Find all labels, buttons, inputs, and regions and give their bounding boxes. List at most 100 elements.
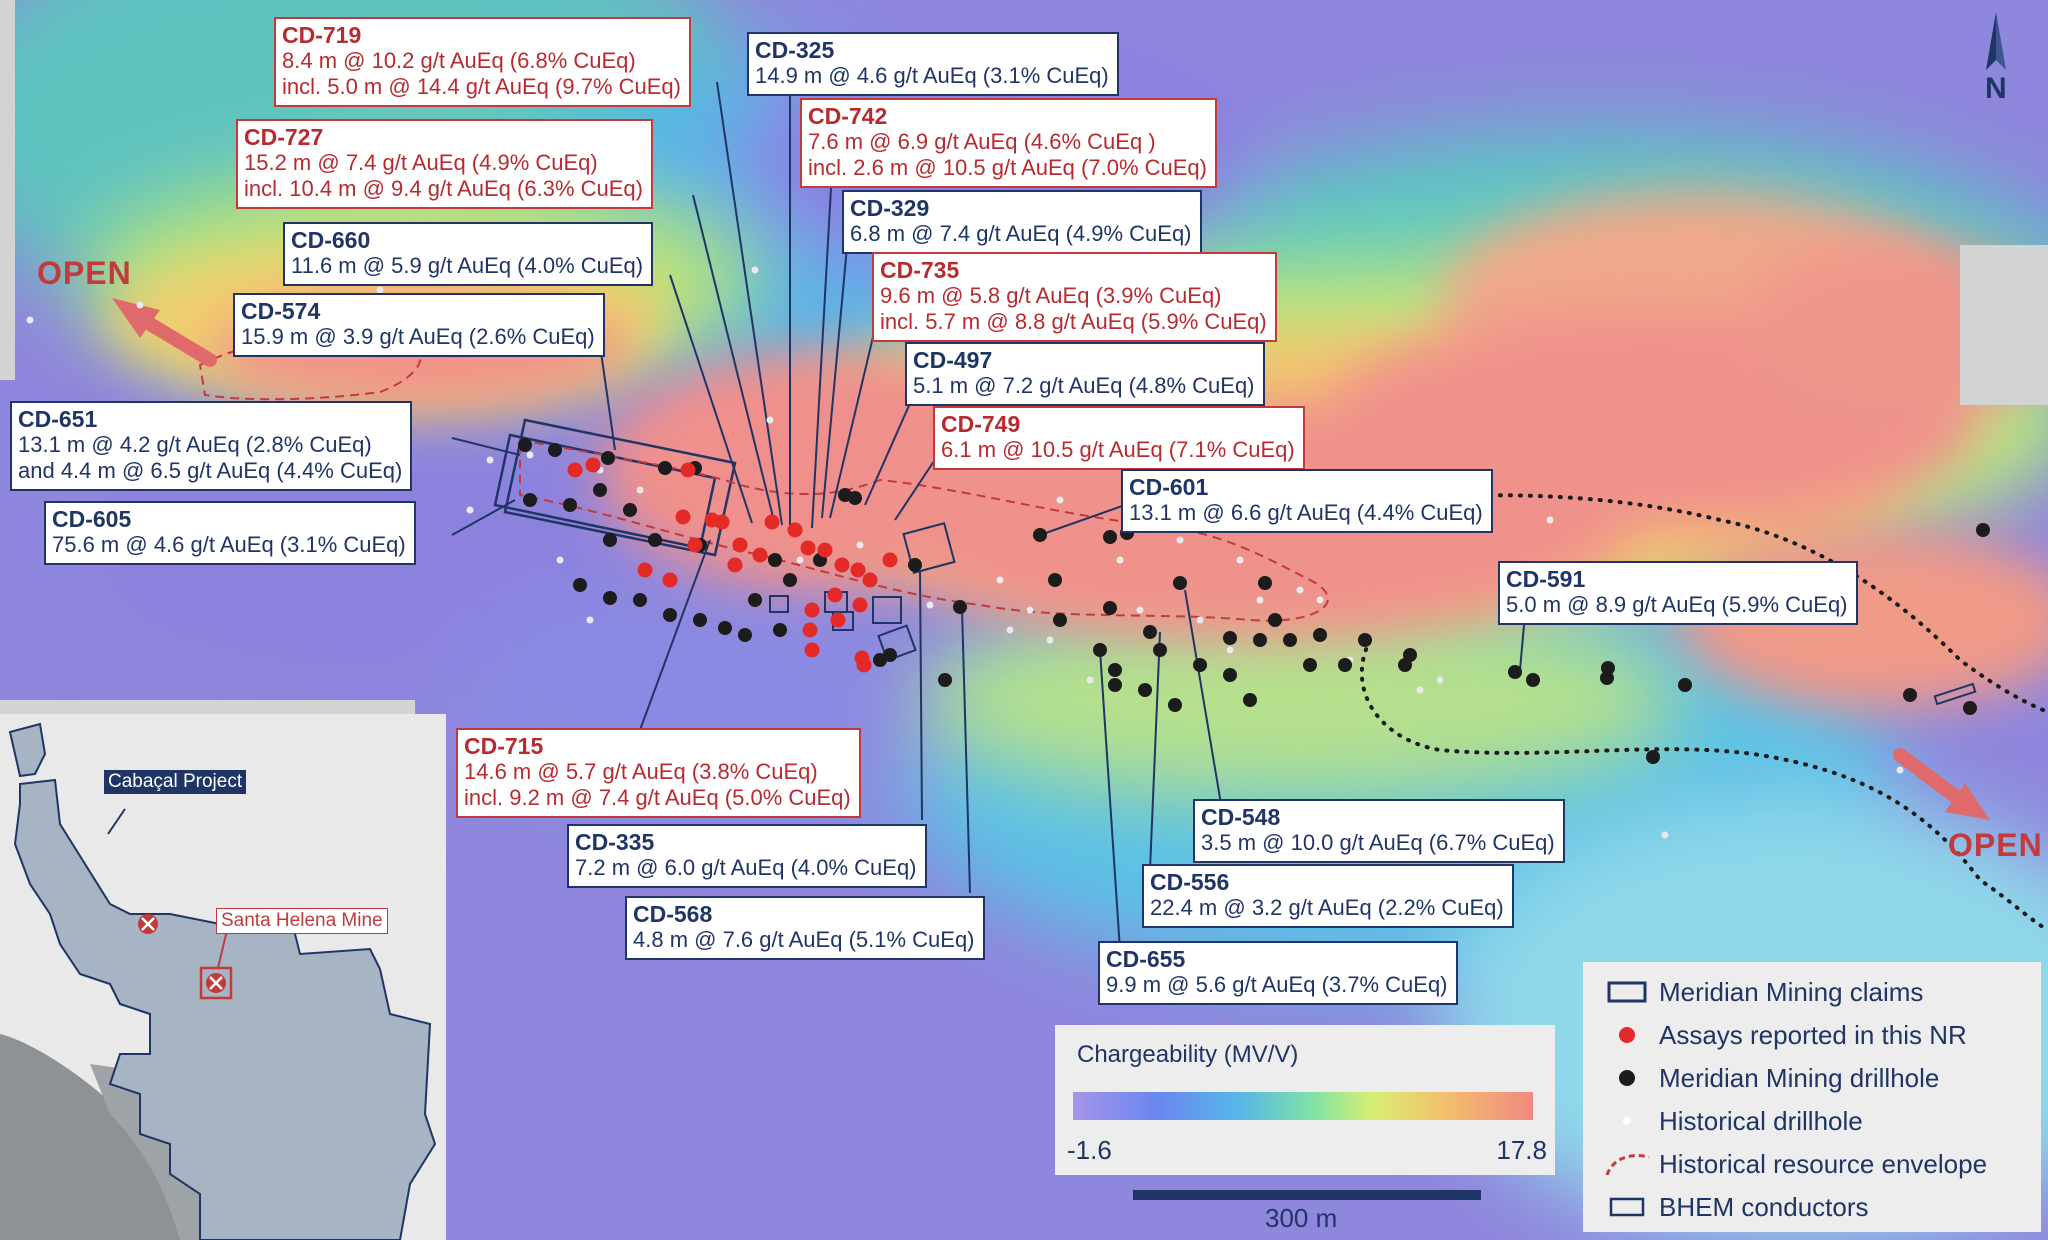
callout-interval: 7.6 m @ 6.9 g/t AuEq (4.6% CuEq ) <box>808 129 1156 154</box>
callout-cd-735: CD-735 9.6 m @ 5.8 g/t AuEq (3.9% CuEq) … <box>872 252 1277 342</box>
callout-cd-727: CD-727 15.2 m @ 7.4 g/t AuEq (4.9% CuEq)… <box>236 119 653 209</box>
callout-cd-749: CD-749 6.1 m @ 10.5 g/t AuEq (7.1% CuEq) <box>933 406 1305 470</box>
chargeability-legend: Chargeability (MV/V) -1.6 17.8 <box>1055 1025 1555 1175</box>
legend-item-meridian-drillhole: Meridian Mining drillhole <box>1603 1058 1939 1098</box>
callout-cd-574: CD-574 15.9 m @ 3.9 g/t AuEq (2.6% CuEq) <box>233 293 605 357</box>
callout-interval: 9.9 m @ 5.6 g/t AuEq (3.7% CuEq) <box>1106 972 1448 997</box>
callout-hole-id: CD-601 <box>1129 474 1209 500</box>
map-legend: Meridian Mining claims Assays reported i… <box>1583 962 2041 1232</box>
callout-cd-568: CD-568 4.8 m @ 7.6 g/t AuEq (5.1% CuEq) <box>625 896 985 960</box>
callout-interval: 14.9 m @ 4.6 g/t AuEq (3.1% CuEq) <box>755 63 1109 88</box>
open-arrow-west <box>112 298 217 367</box>
callout-interval: incl. 5.0 m @ 14.4 g/t AuEq (9.7% CuEq) <box>282 74 681 99</box>
callout-hole-id: CD-548 <box>1201 804 1281 830</box>
callout-hole-id: CD-335 <box>575 829 655 855</box>
callout-cd-335: CD-335 7.2 m @ 6.0 g/t AuEq (4.0% CuEq) <box>567 824 927 888</box>
callout-cd-660: CD-660 11.6 m @ 5.9 g/t AuEq (4.0% CuEq) <box>283 222 654 286</box>
legend-item-resource-envelope: Historical resource envelope <box>1603 1144 1987 1184</box>
mine-icon <box>138 914 158 934</box>
callout-interval: 22.4 m @ 3.2 g/t AuEq (2.2% CuEq) <box>1150 895 1504 920</box>
north-label: N <box>1985 72 2007 105</box>
legend-label: BHEM conductors <box>1659 1191 1869 1222</box>
chargeability-max: 17.8 <box>1496 1135 1547 1165</box>
callout-hole-id: CD-660 <box>291 227 371 253</box>
callout-cd-655: CD-655 9.9 m @ 5.6 g/t AuEq (3.7% CuEq) <box>1098 941 1458 1005</box>
callout-interval: 6.8 m @ 7.4 g/t AuEq (4.9% CuEq) <box>850 221 1192 246</box>
callout-hole-id: CD-574 <box>241 298 321 324</box>
open-arrow-east <box>1893 748 1990 820</box>
callout-hole-id: CD-715 <box>464 733 544 759</box>
callout-hole-id: CD-735 <box>880 257 960 283</box>
resource-outline <box>1378 493 2048 714</box>
callout-interval: 6.1 m @ 10.5 g/t AuEq (7.1% CuEq) <box>941 437 1295 462</box>
location-inset: Cabaçal Project Santa Helena Mine <box>0 714 446 1240</box>
assay-drillholes <box>567 457 898 673</box>
callout-interval: 15.2 m @ 7.4 g/t AuEq (4.9% CuEq) <box>244 150 598 175</box>
callout-interval: 13.1 m @ 6.6 g/t AuEq (4.4% CuEq) <box>1129 500 1483 525</box>
white-dot-icon <box>1603 1106 1653 1136</box>
callout-hole-id: CD-591 <box>1506 566 1586 592</box>
callout-interval: 5.0 m @ 8.9 g/t AuEq (5.9% CuEq) <box>1506 592 1848 617</box>
callout-hole-id: CD-651 <box>18 406 98 432</box>
legend-label: Historical drillhole <box>1659 1105 1863 1136</box>
inset-mine-label: Santa Helena Mine <box>216 908 388 934</box>
callout-cd-325: CD-325 14.9 m @ 4.6 g/t AuEq (3.1% CuEq) <box>747 32 1119 96</box>
leader-lines <box>451 72 1526 951</box>
chargeability-min: -1.6 <box>1067 1135 1112 1165</box>
legend-item-assays: Assays reported in this NR <box>1603 1015 1967 1055</box>
callout-interval: 7.2 m @ 6.0 g/t AuEq (4.0% CuEq) <box>575 855 917 880</box>
callout-interval: 14.6 m @ 5.7 g/t AuEq (3.8% CuEq) <box>464 759 818 784</box>
callout-interval: 15.9 m @ 3.9 g/t AuEq (2.6% CuEq) <box>241 324 595 349</box>
chargeability-color-ramp <box>1073 1092 1533 1120</box>
callout-cd-601: CD-601 13.1 m @ 6.6 g/t AuEq (4.4% CuEq) <box>1121 469 1493 533</box>
callout-cd-742: CD-742 7.6 m @ 6.9 g/t AuEq (4.6% CuEq )… <box>800 98 1217 188</box>
callout-cd-548: CD-548 3.5 m @ 10.0 g/t AuEq (6.7% CuEq) <box>1193 799 1565 863</box>
legend-label: Historical resource envelope <box>1659 1148 1988 1179</box>
callout-cd-329: CD-329 6.8 m @ 7.4 g/t AuEq (4.9% CuEq) <box>842 190 1202 254</box>
callout-cd-591: CD-591 5.0 m @ 8.9 g/t AuEq (5.9% CuEq) <box>1498 561 1858 625</box>
legend-item-claims: Meridian Mining claims <box>1603 972 1923 1012</box>
legend-label: Assays reported in this NR <box>1659 1019 1967 1050</box>
callout-interval: 3.5 m @ 10.0 g/t AuEq (6.7% CuEq) <box>1201 830 1555 855</box>
claims-box-icon <box>1603 977 1653 1007</box>
callout-interval: incl. 9.2 m @ 7.4 g/t AuEq (5.0% CuEq) <box>464 785 851 810</box>
callout-interval: 9.6 m @ 5.8 g/t AuEq (3.9% CuEq) <box>880 283 1222 308</box>
open-label-west: OPEN <box>37 255 132 291</box>
legend-item-bhem: BHEM conductors <box>1603 1187 1869 1227</box>
inset-project-label: Cabaçal Project <box>104 770 247 794</box>
callout-hole-id: CD-329 <box>850 195 930 221</box>
callout-cd-605: CD-605 75.6 m @ 4.6 g/t AuEq (3.1% CuEq) <box>44 501 416 565</box>
callout-interval: 5.1 m @ 7.2 g/t AuEq (4.8% CuEq) <box>913 373 1255 398</box>
black-dot-icon <box>1603 1063 1653 1093</box>
resource-outline-lower <box>1359 638 2048 932</box>
red-dot-icon <box>1603 1020 1653 1050</box>
red-dashed-outline-icon <box>1603 1149 1653 1179</box>
callout-interval: incl. 5.7 m @ 8.8 g/t AuEq (5.9% CuEq) <box>880 309 1267 334</box>
legend-label: Meridian Mining drillhole <box>1659 1062 1940 1093</box>
callout-interval: 11.6 m @ 5.9 g/t AuEq (4.0% CuEq) <box>291 253 644 278</box>
callout-hole-id: CD-497 <box>913 347 993 373</box>
callout-interval: 13.1 m @ 4.2 g/t AuEq (2.8% CuEq) <box>18 432 372 457</box>
santa-helena-mine-icon <box>199 966 233 1000</box>
callout-interval: incl. 2.6 m @ 10.5 g/t AuEq (7.0% CuEq) <box>808 155 1207 180</box>
meridian-drillholes <box>518 438 1990 764</box>
blue-box-icon <box>1603 1192 1653 1222</box>
callout-hole-id: CD-742 <box>808 103 888 129</box>
callout-cd-719: CD-719 8.4 m @ 10.2 g/t AuEq (6.8% CuEq)… <box>274 17 691 107</box>
open-label-east: OPEN <box>1948 827 2043 863</box>
callout-interval: 75.6 m @ 4.6 g/t AuEq (3.1% CuEq) <box>52 532 406 557</box>
callout-hole-id: CD-749 <box>941 411 1021 437</box>
inset-map <box>0 714 446 1240</box>
callout-hole-id: CD-655 <box>1106 946 1186 972</box>
callout-interval: incl. 10.4 m @ 9.4 g/t AuEq (6.3% CuEq) <box>244 176 643 201</box>
chargeability-title: Chargeability (MV/V) <box>1077 1041 1299 1068</box>
callout-interval: 8.4 m @ 10.2 g/t AuEq (6.8% CuEq) <box>282 48 636 73</box>
callout-hole-id: CD-556 <box>1150 869 1230 895</box>
callout-cd-556: CD-556 22.4 m @ 3.2 g/t AuEq (2.2% CuEq) <box>1142 864 1514 928</box>
callout-cd-715: CD-715 14.6 m @ 5.7 g/t AuEq (3.8% CuEq)… <box>456 728 861 818</box>
callout-hole-id: CD-605 <box>52 506 132 532</box>
callout-hole-id: CD-727 <box>244 124 324 150</box>
legend-label: Meridian Mining claims <box>1659 976 1924 1007</box>
callout-cd-497: CD-497 5.1 m @ 7.2 g/t AuEq (4.8% CuEq) <box>905 342 1265 406</box>
